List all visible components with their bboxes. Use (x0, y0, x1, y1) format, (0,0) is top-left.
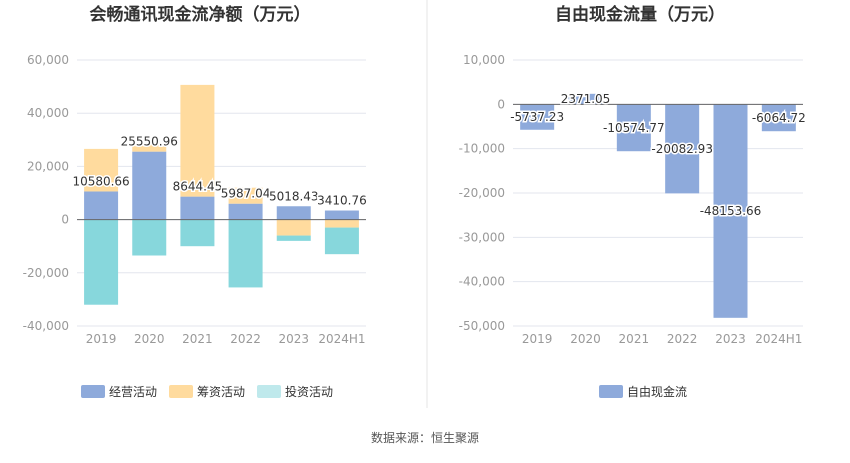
left-data-label: 10580.66 (72, 174, 129, 188)
right-data-label: -5737.23 (510, 110, 564, 124)
left-data-label: 5987.04 (221, 187, 271, 201)
left-operating-bar (180, 196, 215, 220)
left-operating-bar (132, 151, 167, 220)
legend-swatch-operating[interactable] (81, 385, 105, 398)
right-ytick-label: 10,000 (463, 53, 505, 67)
right-data-label: -10574.77 (603, 121, 665, 135)
left-financing-bar (132, 143, 167, 152)
right-data-label: 2371.05 (561, 92, 611, 106)
legend-label-operating[interactable]: 经营活动 (109, 385, 157, 399)
left-xtick-label: 2022 (230, 332, 261, 346)
left-data-label: 25550.96 (121, 135, 178, 149)
right-xtick-label: 2019 (522, 332, 553, 346)
right-data-label: -6064.72 (752, 111, 806, 125)
left-ytick-label: 0 (61, 213, 69, 227)
left-ytick-label: -20,000 (23, 266, 69, 280)
right-free-cash-flow-bar (713, 104, 748, 318)
left-xtick-label: 2021 (182, 332, 213, 346)
left-operating-bar (276, 206, 311, 220)
left-ytick-label: 60,000 (27, 53, 69, 67)
right-free-cash-flow-bar (761, 104, 796, 132)
left-operating-bar (324, 210, 359, 220)
left-financing-bar (324, 219, 359, 228)
left-financing-bar (276, 219, 311, 236)
right-xtick-label: 2023 (715, 332, 746, 346)
legend-swatch-free-cash-flow[interactable] (599, 385, 623, 398)
left-xtick-label: 2023 (278, 332, 309, 346)
right-ytick-label: -30,000 (459, 230, 505, 244)
right-free-cash-flow-bar (568, 93, 603, 105)
left-investing-bar (276, 235, 311, 241)
legend-swatch-financing[interactable] (169, 385, 193, 398)
left-ytick-label: 20,000 (27, 159, 69, 173)
data-source-note: 数据来源：恒生聚源 (371, 430, 479, 445)
right-xtick-label: 2022 (667, 332, 698, 346)
left-xtick-label: 2024H1 (318, 332, 365, 346)
right-ytick-label: -10,000 (459, 142, 505, 156)
legend-label-free-cash-flow[interactable]: 自由现金流 (627, 384, 687, 399)
left-data-label: 3410.76 (317, 194, 367, 208)
left-xtick-label: 2020 (134, 332, 165, 346)
right-free-cash-flow-bar (616, 104, 651, 152)
right-xtick-label: 2021 (619, 332, 650, 346)
left-ytick-label: 40,000 (27, 106, 69, 120)
legend-label-investing[interactable]: 投资活动 (285, 384, 333, 399)
right-ytick-label: 0 (497, 97, 505, 111)
left-chart-legend: 经营活动 筹资活动 投资活动 (81, 384, 333, 399)
left-financing-bar (84, 148, 119, 192)
legend-label-financing[interactable]: 筹资活动 (197, 385, 245, 399)
left-investing-bar (180, 219, 215, 247)
right-chart-legend: 自由现金流 (599, 384, 687, 399)
left-investing-bar (132, 219, 167, 256)
right-data-label: -20082.93 (651, 142, 713, 156)
right-ytick-label: -40,000 (459, 275, 505, 289)
left-chart-title: 会畅通讯现金流净额（万元） (90, 4, 311, 25)
left-financing-bar (180, 84, 215, 197)
left-operating-bar (228, 203, 263, 220)
left-financing-bar (228, 187, 263, 204)
right-free-cash-flow-bar (520, 104, 555, 130)
right-data-label: -48153.66 (700, 204, 762, 218)
left-investing-bar (324, 227, 359, 255)
left-data-label: 8644.45 (173, 180, 223, 194)
left-ytick-label: -40,000 (23, 319, 69, 333)
legend-swatch-investing[interactable] (257, 385, 281, 398)
right-chart-title: 自由现金流量（万元） (555, 4, 725, 25)
left-data-label: 5018.43 (269, 189, 319, 203)
right-ytick-label: -20,000 (459, 186, 505, 200)
left-xtick-label: 2019 (86, 332, 117, 346)
right-free-cash-flow-bar (665, 104, 700, 194)
right-xtick-label: 2024H1 (755, 332, 802, 346)
right-ytick-label: -50,000 (459, 319, 505, 333)
right-xtick-label: 2020 (570, 332, 601, 346)
left-operating-bar (84, 191, 119, 220)
left-investing-bar (228, 219, 263, 288)
left-investing-bar (84, 219, 119, 305)
